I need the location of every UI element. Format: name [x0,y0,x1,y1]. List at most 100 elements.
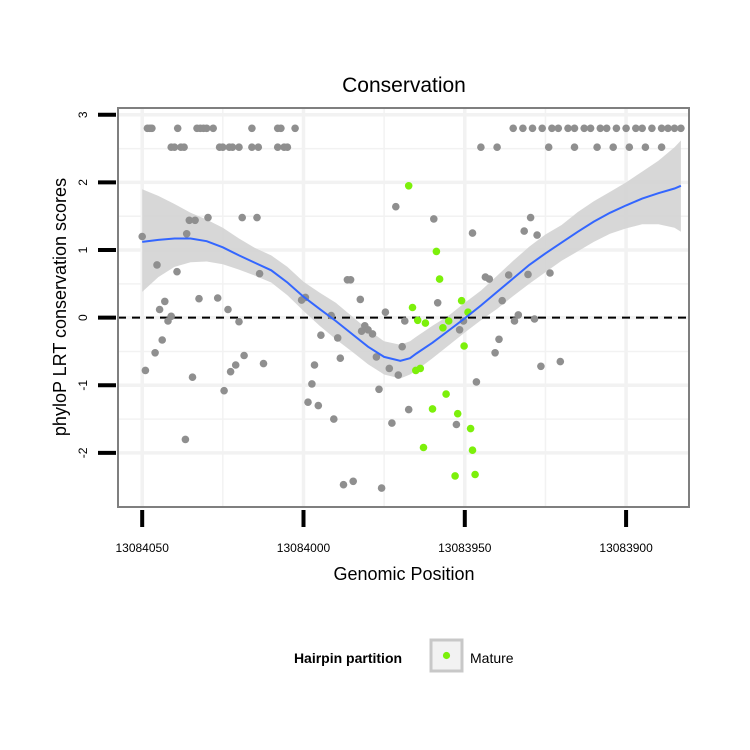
point-other [173,124,182,133]
point-other [519,124,527,133]
point-other [394,371,403,379]
point-other [235,317,243,326]
point-other [138,232,146,241]
legend-label-mature: Mature [470,650,514,666]
legend-title: Hairpin partition [294,650,402,666]
point-other [317,331,325,340]
point-other [308,380,316,388]
point-other [459,317,468,325]
point-other [213,294,222,302]
point-other [537,362,545,371]
point-other [259,359,268,368]
point-other [188,373,197,382]
y-tick-label: -2 [76,447,90,458]
point-other [255,269,264,278]
point-other [153,261,161,269]
point-other [602,124,611,133]
smooth-line [142,184,682,362]
point-mature [428,405,437,413]
point-other [430,215,438,223]
point-other [238,213,246,222]
point-other [219,143,227,151]
point-mature [435,275,444,283]
point-other [327,311,336,320]
point-mature [413,316,422,325]
point-other [648,124,656,133]
point-other [333,334,342,342]
point-other [253,213,261,222]
point-other [220,386,228,395]
point-other [304,398,312,407]
point-other [202,124,211,133]
point-other [224,305,232,314]
point-other [609,143,617,151]
point-other [356,295,365,304]
point-other [204,213,212,222]
point-other [385,364,394,373]
point-other [491,349,499,357]
point-mature [419,443,428,452]
point-other [231,361,240,369]
y-axis-title: phyloP LRT conservation scores [50,178,70,436]
point-other [398,342,407,351]
point-other [368,330,377,338]
point-other [657,124,666,133]
point-other [554,124,563,133]
point-other [181,435,190,444]
point-other [388,419,396,427]
point-other [277,124,285,133]
point-other [191,216,199,225]
point-other [524,270,532,279]
point-other [514,311,523,319]
point-other [570,143,579,151]
point-other [495,335,503,344]
point-mature [404,182,413,190]
point-other [381,308,390,317]
point-other [330,415,338,423]
point-other [504,271,513,279]
x-axis-title: Genomic Position [333,564,474,584]
point-other [657,143,666,151]
point-other [336,354,345,363]
point-other [158,336,166,344]
point-other [155,305,164,314]
point-other [638,124,646,133]
point-other [314,401,323,410]
point-other [670,124,679,133]
point-other [291,124,299,133]
point-other [493,143,501,151]
y-tick-label: 1 [76,246,90,253]
point-other [273,143,282,151]
plot-panel [117,107,690,508]
point-other [570,124,579,133]
point-mature [466,424,475,433]
point-mature [457,296,466,305]
point-mature [451,472,459,480]
point-other [433,299,442,307]
point-other [209,124,217,133]
point-other [170,143,179,151]
point-other [151,349,159,357]
y-tick-label: -1 [76,380,90,391]
point-other [538,124,546,133]
y-tick-label: 2 [76,179,90,186]
point-other [401,317,409,325]
y-tick-label: 3 [76,111,90,118]
point-other [346,276,355,284]
point-other [520,227,528,235]
point-other [167,312,175,321]
point-mature [432,247,441,256]
point-other [472,378,481,386]
point-other [625,143,634,151]
point-other [632,124,640,133]
point-other [404,405,413,414]
point-mature [416,364,425,373]
point-other [677,124,685,133]
point-mature [408,303,417,312]
point-mature [453,409,462,418]
y-axis: -2 -1 0 1 2 3 [76,111,116,458]
point-mature [460,342,468,350]
point-other [664,124,672,133]
x-tick-label: 13084050 [115,541,169,555]
point-other [510,317,519,325]
